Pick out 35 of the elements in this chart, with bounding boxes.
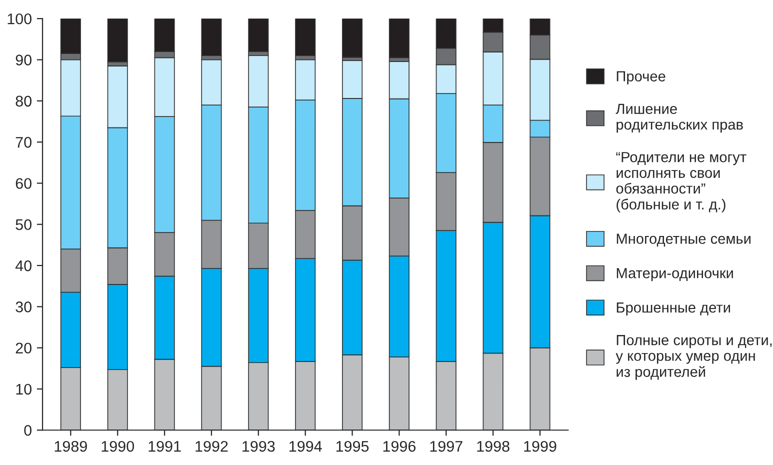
y-tick-label: 30	[16, 302, 32, 312]
bar	[388, 18, 410, 58]
legend-label: Брошенные дети	[616, 302, 730, 316]
x-tick-label: 1989	[54, 440, 87, 452]
legend-label: Лишение родительских прав	[616, 104, 743, 133]
x-tick-label: 1997	[430, 440, 462, 452]
bar	[201, 18, 222, 56]
y-tick-label: 60	[16, 178, 32, 189]
bar	[107, 18, 128, 62]
y-tick-label: 20	[16, 342, 32, 354]
x-tick-label: 1998	[477, 440, 510, 452]
x-tick-label: 1990	[102, 440, 134, 452]
legend-label: Прочее	[616, 71, 666, 84]
x-tick-label: 1994	[290, 440, 322, 452]
legend-label: “Родители не могут исполнять свои обязанности” (больные и т. д.)	[616, 152, 746, 212]
y-tick-label: 100	[8, 13, 32, 24]
x-tick-label: 1996	[383, 440, 416, 452]
x-tick-label: 1991	[148, 440, 181, 452]
y-tick-label: 80	[16, 96, 32, 107]
y-tick-label: 70	[16, 136, 32, 148]
x-tick-label: 1992	[196, 440, 228, 452]
legend-label: Полные сироты и дети, у которых умер один из родителей	[616, 335, 772, 380]
x-tick-label: 1993	[242, 440, 275, 452]
legend-label: Матери-одиночки	[616, 268, 733, 282]
y-tick-label: 10	[16, 384, 32, 395]
bar	[295, 18, 316, 56]
legend-label: Многодетные семьи	[616, 234, 750, 247]
y-tick-label: 90	[16, 54, 32, 66]
y-tick-label: 50	[16, 219, 32, 230]
bar	[248, 18, 269, 52]
x-tick-label: 1995	[336, 440, 369, 452]
x-tick-label: 1999	[524, 440, 556, 452]
y-tick-label: 40	[15, 260, 32, 272]
bar	[342, 18, 363, 58]
y-tick-label: 0	[24, 424, 32, 436]
